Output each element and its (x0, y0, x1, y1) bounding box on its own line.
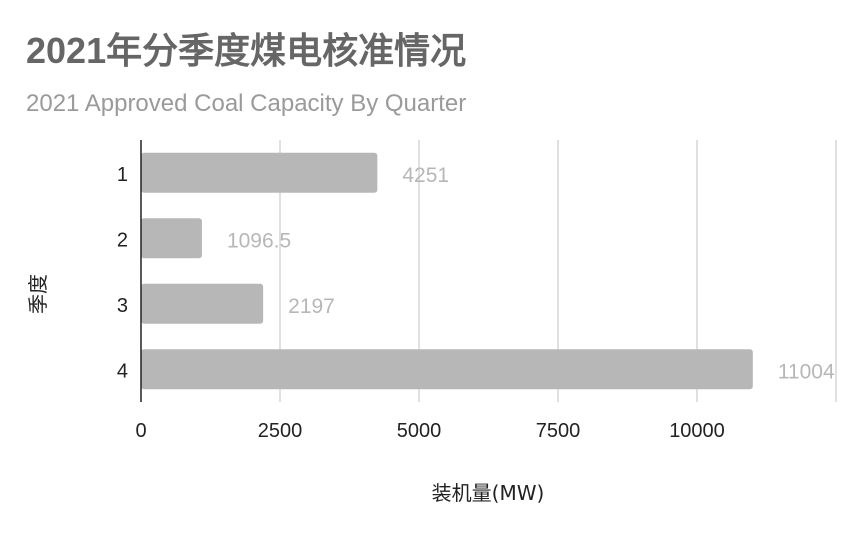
bar (141, 218, 202, 259)
bar (141, 349, 753, 390)
data-label: 1096.5 (227, 229, 291, 252)
data-label: 11004 (778, 360, 835, 383)
x-tick-label: 5000 (397, 420, 442, 442)
y-tick-labels: 1 2 3 4 (117, 164, 128, 383)
x-tick-label: 7500 (536, 420, 581, 442)
y-axis-title: 季度 (28, 274, 50, 314)
chart-title: 2021年分季度煤电核准情况 (26, 30, 467, 71)
data-label: 2197 (288, 295, 335, 318)
y-tick-label: 2 (117, 229, 128, 251)
y-axis-title-wrap: 季度 (22, 266, 62, 316)
bar (141, 152, 378, 193)
data-label: 4251 (402, 164, 449, 187)
y-tick-label: 4 (117, 360, 128, 382)
chart-subtitle: 2021 Approved Coal Capacity By Quarter (26, 90, 467, 117)
y-tick-label: 3 (117, 295, 128, 317)
bars-group (141, 152, 753, 390)
x-tick-label: 0 (135, 420, 146, 442)
x-tick-label: 2500 (258, 420, 303, 442)
data-labels-group: 4251 1096.5 2197 11004 (227, 164, 835, 384)
x-tick-label: 10000 (669, 420, 725, 442)
x-axis-title: 装机量(MW) (432, 481, 545, 505)
bar (141, 283, 264, 324)
y-tick-label: 1 (117, 164, 128, 186)
x-tick-labels: 0 2500 5000 7500 10000 (135, 420, 724, 442)
